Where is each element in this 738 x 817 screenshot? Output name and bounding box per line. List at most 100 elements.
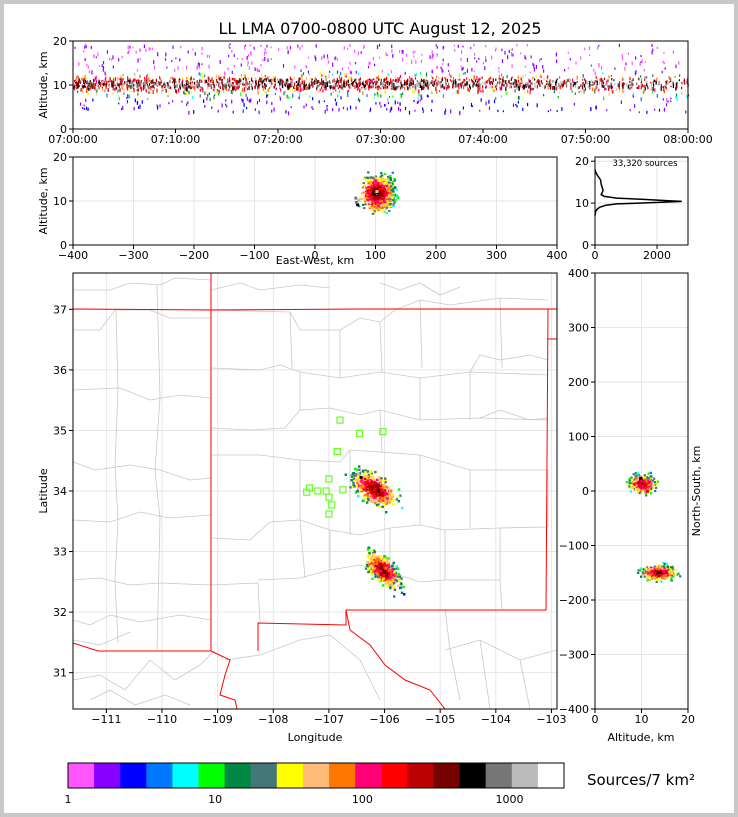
source-mark <box>525 82 527 86</box>
source-mark <box>192 96 194 100</box>
source-mark <box>328 74 330 78</box>
source-mark <box>347 91 349 94</box>
source-mark <box>384 496 387 499</box>
source-mark <box>633 478 636 481</box>
source-mark <box>410 78 412 82</box>
source-mark <box>609 84 612 89</box>
source-mark <box>87 83 89 88</box>
source-mark <box>660 84 662 88</box>
source-mark <box>393 186 397 189</box>
source-mark <box>335 82 337 86</box>
source-mark <box>338 81 340 86</box>
source-mark <box>391 192 395 195</box>
source-mark <box>321 78 323 82</box>
source-mark <box>663 90 665 94</box>
source-mark <box>151 47 153 50</box>
source-mark <box>127 84 129 87</box>
source-mark <box>414 77 417 80</box>
source-mark <box>414 84 416 89</box>
source-mark <box>311 82 313 85</box>
source-mark <box>298 77 300 80</box>
source-mark <box>233 85 235 90</box>
source-mark <box>378 194 382 197</box>
source-mark <box>566 79 568 83</box>
source-mark <box>505 80 507 85</box>
source-mark <box>529 87 531 89</box>
source-mark <box>646 484 649 487</box>
source-mark <box>251 86 253 90</box>
source-mark <box>391 199 394 202</box>
source-mark <box>308 82 310 85</box>
source-mark <box>391 582 394 585</box>
source-mark <box>379 189 383 192</box>
source-mark <box>380 184 384 187</box>
source-mark <box>430 81 432 85</box>
source-mark <box>363 481 366 484</box>
source-mark <box>345 82 347 86</box>
source-mark <box>389 174 392 177</box>
source-mark <box>213 88 215 92</box>
source-mark <box>675 82 678 86</box>
source-mark <box>176 89 178 94</box>
source-mark <box>373 176 376 179</box>
source-mark <box>369 196 373 200</box>
source-mark <box>444 77 446 79</box>
source-mark <box>230 82 232 86</box>
source-mark <box>629 84 631 88</box>
source-mark <box>570 83 572 88</box>
source-mark <box>234 79 236 83</box>
source-mark <box>656 93 658 98</box>
source-mark <box>335 89 337 92</box>
source-mark <box>183 90 185 95</box>
longitude-axis-tick-label: −108 <box>258 713 288 726</box>
source-mark <box>392 95 394 98</box>
source-mark <box>506 91 508 95</box>
source-mark <box>368 485 371 488</box>
source-mark <box>181 83 183 87</box>
source-mark <box>106 50 108 54</box>
source-mark <box>242 99 244 103</box>
source-mark <box>198 72 200 76</box>
source-mark <box>631 80 633 85</box>
source-mark <box>590 64 592 67</box>
source-mark <box>109 77 111 81</box>
source-mark <box>378 78 380 81</box>
source-mark <box>380 105 382 108</box>
source-mark <box>404 71 406 75</box>
source-mark <box>104 78 106 81</box>
source-mark <box>156 88 158 93</box>
source-mark <box>640 81 642 84</box>
source-mark <box>637 474 641 477</box>
source-mark <box>236 79 238 84</box>
source-mark <box>367 179 371 182</box>
source-mark <box>258 69 260 73</box>
source-mark <box>77 82 79 86</box>
source-mark <box>380 568 383 571</box>
source-mark <box>372 199 375 202</box>
source-mark <box>387 565 391 569</box>
source-mark <box>356 203 360 207</box>
source-mark <box>610 82 612 86</box>
source-mark <box>361 192 364 195</box>
source-mark <box>485 45 487 48</box>
source-mark <box>127 76 129 79</box>
source-mark <box>478 77 480 81</box>
source-mark <box>371 188 375 191</box>
source-mark <box>208 64 210 69</box>
source-mark <box>511 64 513 69</box>
source-mark <box>186 84 188 87</box>
source-mark <box>533 64 535 69</box>
source-mark <box>391 197 394 200</box>
source-mark <box>290 81 292 85</box>
source-mark <box>313 82 315 85</box>
source-mark <box>387 97 389 102</box>
source-mark <box>221 79 223 81</box>
source-mark <box>373 549 376 552</box>
source-mark <box>389 183 392 186</box>
source-mark <box>392 194 395 196</box>
source-mark <box>152 82 154 84</box>
source-mark <box>367 490 370 493</box>
source-mark <box>558 91 561 94</box>
source-mark <box>518 86 520 91</box>
source-mark <box>236 85 239 90</box>
